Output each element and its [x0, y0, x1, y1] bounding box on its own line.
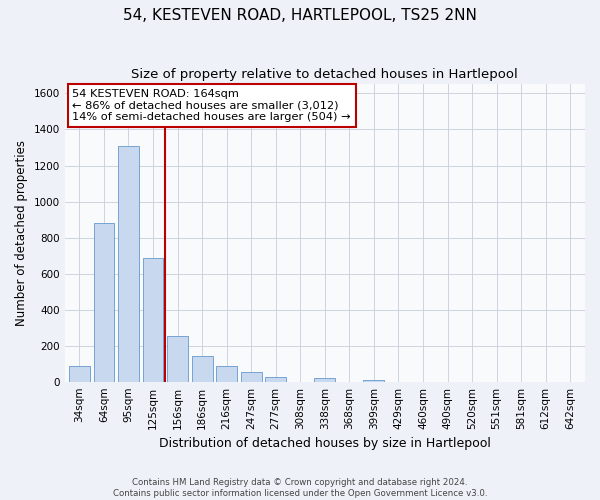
Bar: [364, 380, 385, 382]
Bar: [167, 336, 188, 382]
X-axis label: Distribution of detached houses by size in Hartlepool: Distribution of detached houses by size …: [159, 437, 491, 450]
Title: Size of property relative to detached houses in Hartlepool: Size of property relative to detached ho…: [131, 68, 518, 80]
Text: 54 KESTEVEN ROAD: 164sqm
← 86% of detached houses are smaller (3,012)
14% of sem: 54 KESTEVEN ROAD: 164sqm ← 86% of detach…: [73, 89, 351, 122]
Bar: [265, 377, 286, 382]
Text: Contains HM Land Registry data © Crown copyright and database right 2024.
Contai: Contains HM Land Registry data © Crown c…: [113, 478, 487, 498]
Bar: [241, 372, 262, 382]
Text: 54, KESTEVEN ROAD, HARTLEPOOL, TS25 2NN: 54, KESTEVEN ROAD, HARTLEPOOL, TS25 2NN: [123, 8, 477, 22]
Bar: [143, 258, 163, 382]
Y-axis label: Number of detached properties: Number of detached properties: [15, 140, 28, 326]
Bar: [216, 366, 237, 382]
Bar: [118, 146, 139, 382]
Bar: [69, 366, 90, 382]
Bar: [314, 378, 335, 382]
Bar: [191, 356, 212, 382]
Bar: [94, 223, 115, 382]
